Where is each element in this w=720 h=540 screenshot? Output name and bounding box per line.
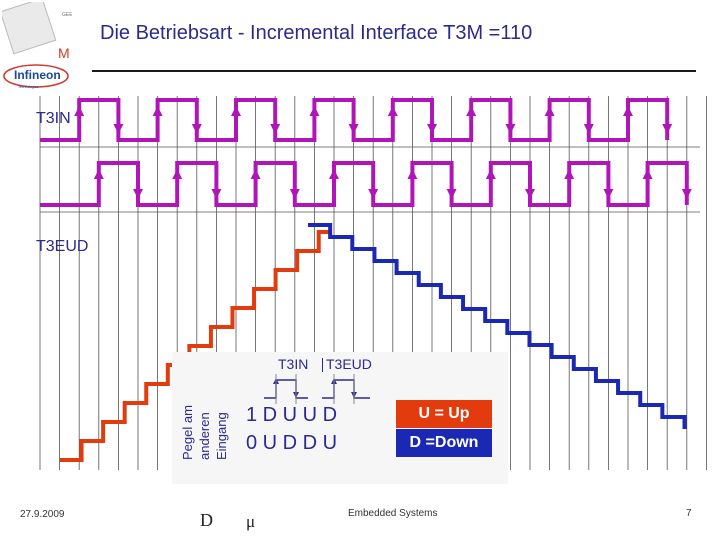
slide-title: Die Betriebsart - Incremental Interface … (100, 22, 533, 44)
svg-text:GEEI: GEEI (62, 12, 72, 18)
falling-edge-arrow (525, 189, 535, 199)
falling-edge-arrow (427, 124, 437, 134)
counter-up-staircase (60, 230, 331, 462)
rising-edge-arrow (152, 106, 163, 116)
falling-edge-arrow (681, 189, 692, 199)
falling-edge-arrow (270, 124, 281, 134)
t3in-waveform-b (40, 161, 689, 207)
falling-edge-arrow (113, 124, 124, 134)
rising-edge-arrow (485, 169, 496, 179)
falling-edge-arrow (446, 189, 457, 199)
rising-edge-arrow (407, 169, 418, 179)
logo-letter: M (58, 45, 70, 61)
rising-edge-arrow (250, 169, 261, 179)
t3in-label: T3IN (36, 110, 71, 127)
t3in-waveform-a (40, 98, 670, 142)
rising-edge-arrow (93, 169, 104, 179)
column-t3in: T3IN (278, 356, 309, 372)
logo-tagline: Technologies (18, 85, 39, 89)
falling-edge-arrow (191, 124, 202, 134)
truth-row-high: 1 D U U D (246, 404, 338, 426)
footer-page-number: 7 (686, 508, 692, 519)
edge-level-label: Pegel am anderen Eingang (180, 405, 229, 460)
falling-edge-arrow (662, 124, 673, 134)
rising-edge-arrow (466, 106, 477, 116)
footer-symbol-d: D (200, 510, 213, 530)
falling-edge-arrow (289, 189, 300, 199)
legend-up: U = Up (396, 400, 492, 428)
rising-edge-arrow (172, 169, 183, 179)
footer-date: 27.9.2009 (20, 509, 65, 520)
title-underline (92, 70, 696, 72)
falling-edge-arrow (603, 189, 614, 199)
t3eud-pulse-icon (322, 379, 370, 399)
rising-edge-arrow (387, 106, 398, 116)
legend-down: D =Down (396, 429, 492, 457)
falling-edge-arrow (368, 189, 379, 199)
svg-text:Eingang: Eingang (214, 412, 229, 460)
t3eud-label: T3EUD (36, 238, 89, 255)
footer-symbol-mu: μ (246, 512, 256, 531)
column-separator (322, 358, 323, 372)
rising-edge-arrow (309, 106, 320, 116)
falling-edge-arrow (348, 124, 359, 134)
rising-edge-arrow (231, 106, 241, 116)
edge-icons (264, 374, 370, 404)
falling-edge-arrow (133, 189, 143, 199)
falling-edge-arrow (505, 124, 516, 134)
column-t3eud: T3EUD (326, 356, 372, 372)
truth-row-low: 0 U D D U (246, 432, 338, 454)
svg-text:anderen: anderen (197, 412, 212, 460)
rising-edge-arrow (564, 169, 575, 179)
t3in-edge-arrows-a (74, 106, 673, 134)
footer-course: Embedded Systems (348, 508, 438, 519)
logo-wordmark: Infineon (14, 68, 61, 82)
t3in-edge-arrows-b (93, 169, 692, 199)
rising-edge-arrow (642, 169, 653, 179)
t3in-pulse-icon (264, 379, 308, 399)
rising-edge-arrow (329, 169, 339, 179)
rising-edge-arrow (74, 106, 85, 116)
svg-text:Pegel am: Pegel am (180, 405, 195, 460)
falling-edge-arrow (211, 189, 222, 199)
rising-edge-arrow (623, 106, 633, 116)
infineon-logo: GEEI M Infineon Technologies (2, 2, 72, 89)
falling-edge-arrow (583, 124, 594, 134)
rising-edge-arrow (544, 106, 555, 116)
counter-down-staircase (308, 223, 687, 429)
